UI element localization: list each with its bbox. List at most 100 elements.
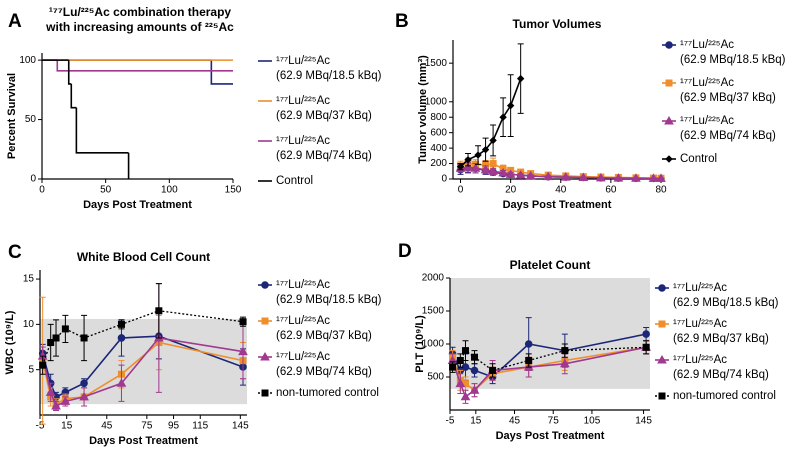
marker	[613, 173, 624, 182]
legend-entry: non-tumored control	[276, 387, 379, 399]
legend-entry: non-tumored control	[673, 390, 776, 402]
marker	[456, 162, 465, 171]
marker	[460, 391, 471, 401]
marker	[471, 353, 479, 361]
legend-entry: ¹⁷⁷Lu/²²⁵Ac (62.9 MBq/18.5 kBq)	[276, 279, 382, 306]
marker	[261, 281, 269, 289]
marker	[261, 317, 269, 325]
x-tick-label: 40	[555, 185, 567, 196]
marker	[464, 155, 472, 164]
survival-step	[67, 60, 72, 85]
chart-title: Platelet Count	[510, 258, 591, 272]
marker	[658, 320, 666, 328]
marker	[506, 101, 515, 110]
panel-letter: C	[8, 242, 22, 263]
x-tick-label: 105	[584, 416, 601, 427]
marker	[665, 41, 673, 49]
x-tick-label: 75	[141, 421, 153, 432]
y-tick-label: 600	[430, 127, 447, 138]
x-tick-label: 20	[505, 185, 517, 196]
marker	[480, 164, 491, 174]
y-tick-label: 0	[441, 174, 447, 185]
legend-entry: ¹⁷⁷Lu/²²⁵Ac (62.9 MBq/37 kBq)	[276, 95, 372, 122]
y-axis-label: Tumor volume (mm³)	[417, 55, 429, 164]
survival-step	[56, 60, 233, 72]
marker	[238, 346, 248, 356]
x-tick-label: -5	[446, 416, 455, 427]
marker	[489, 160, 497, 168]
chart-title: White Blood Cell Count	[77, 250, 210, 264]
marker	[39, 361, 47, 369]
panel-letter: D	[398, 241, 412, 262]
marker	[525, 357, 533, 364]
panel-letter: A	[8, 11, 22, 32]
marker	[260, 351, 270, 361]
marker	[461, 347, 469, 355]
marker	[80, 379, 88, 388]
marker	[642, 330, 650, 338]
marker	[261, 389, 269, 397]
marker	[560, 172, 571, 181]
marker	[595, 172, 606, 182]
marker	[117, 320, 125, 328]
y-tick-label: 800	[430, 112, 447, 123]
marker	[470, 366, 479, 375]
survival-step	[70, 83, 77, 109]
marker	[642, 343, 650, 351]
marker	[664, 115, 674, 125]
marker	[481, 145, 490, 154]
chart-title: Tumor Volumes	[513, 17, 602, 31]
marker	[116, 378, 127, 387]
y-tick-label: 10	[23, 319, 35, 330]
marker	[51, 400, 61, 410]
marker	[515, 170, 526, 179]
x-tick-label: 150	[225, 185, 242, 196]
x-tick-label: 50	[100, 185, 112, 196]
marker	[561, 347, 569, 355]
marker	[489, 136, 497, 145]
y-axis-label: WBC (10⁹/L)	[4, 310, 16, 374]
x-axis-label: Days Post Treatment	[89, 435, 198, 447]
marker	[79, 391, 89, 401]
y-tick-label: 0	[30, 174, 36, 185]
legend-entry: ¹⁷⁷Lu/²²⁵Ac (62.9 MBq/37 kBq)	[276, 315, 372, 342]
marker	[559, 358, 570, 368]
marker	[524, 340, 533, 348]
marker	[456, 357, 464, 364]
marker	[47, 339, 55, 346]
survival-step	[210, 60, 233, 85]
y-tick-label: 1500	[422, 306, 445, 317]
marker	[455, 378, 466, 388]
y-tick-label: 100	[19, 55, 36, 66]
marker	[52, 334, 60, 342]
marker	[665, 155, 673, 163]
x-axis-label: Days Post Treatment	[503, 199, 612, 211]
marker	[657, 354, 667, 364]
x-tick-label: 115	[192, 421, 208, 432]
marker	[658, 392, 666, 400]
x-tick-label: 145	[635, 416, 652, 427]
marker	[516, 74, 525, 83]
marker	[155, 307, 163, 315]
marker	[80, 334, 88, 342]
x-tick-label: 45	[101, 421, 113, 432]
marker	[499, 113, 507, 121]
y-axis-label: Percent Survival	[6, 73, 18, 159]
legend-entry: ¹⁷⁷Lu/²²⁵Ac (62.9 MBq/18.5 kBq)	[680, 39, 786, 66]
marker	[469, 385, 480, 394]
x-axis-label: Days Post Treatment	[83, 199, 192, 211]
x-tick-label: 145	[232, 421, 249, 432]
x-tick-label: -5	[36, 421, 45, 432]
marker	[117, 334, 126, 342]
marker	[656, 173, 666, 182]
marker	[470, 163, 481, 172]
legend-entry: ¹⁷⁷Lu/²²⁵Ac (62.9 MBq/37 kBq)	[673, 318, 769, 345]
legend-entry: Control	[276, 175, 314, 187]
legend-entry: ¹⁷⁷Lu/²²⁵Ac (62.9 MBq/74 kBq)	[673, 354, 769, 381]
marker	[463, 162, 473, 171]
x-tick-label: 75	[548, 416, 560, 427]
legend-entry: ¹⁷⁷Lu/²²⁵Ac (62.9 MBq/18.5 kBq)	[276, 55, 382, 82]
x-axis-label: Days Post Treatment	[496, 430, 605, 442]
y-tick-label: 1000	[425, 96, 448, 107]
